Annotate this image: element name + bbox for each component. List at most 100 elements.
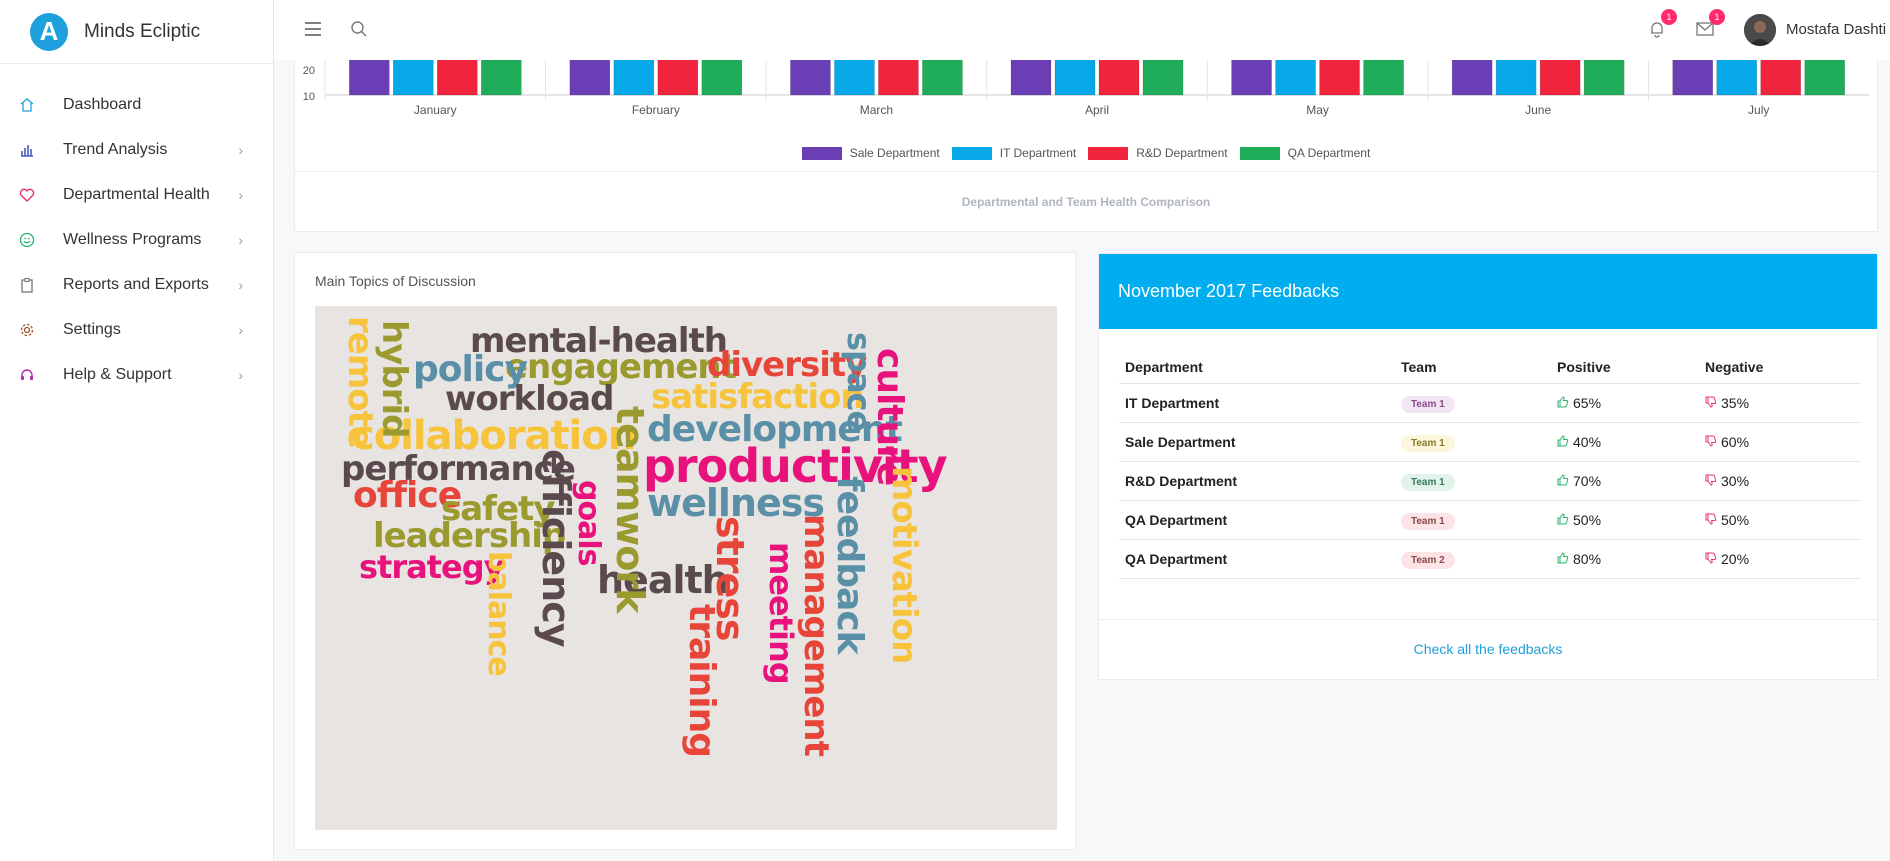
topics-card: Main Topics of Discussion mental-health e…: [294, 252, 1076, 850]
negative-value: 50%: [1721, 512, 1750, 528]
word-cloud-term: culture: [869, 348, 910, 486]
bar[interactable]: [349, 60, 390, 96]
divider: [1099, 619, 1877, 620]
bar[interactable]: [1054, 60, 1096, 96]
notifications-button[interactable]: 1: [1646, 9, 1677, 40]
word-cloud-term: remote: [340, 316, 380, 448]
x-tick-label: April: [1085, 103, 1109, 117]
bar[interactable]: [1098, 60, 1140, 96]
search-icon[interactable]: [348, 18, 370, 40]
topbar: 1 1 Mostafa Dashti: [274, 0, 1890, 60]
negative-value: 30%: [1721, 473, 1750, 489]
word-cloud-term: health: [597, 558, 729, 602]
bar[interactable]: [481, 60, 522, 96]
department-cell: Sale Department: [1119, 422, 1395, 462]
bar[interactable]: [1716, 60, 1757, 96]
bar[interactable]: [922, 60, 963, 96]
bar[interactable]: [1010, 60, 1052, 96]
bar[interactable]: [701, 60, 743, 96]
bar[interactable]: [613, 60, 655, 96]
legend-label: Sale Department: [849, 146, 940, 160]
bar[interactable]: [1231, 60, 1272, 96]
bar[interactable]: [1583, 60, 1625, 96]
bar[interactable]: [1804, 60, 1845, 96]
bar[interactable]: [1495, 60, 1537, 96]
x-tick-label: March: [860, 103, 893, 117]
negative-cell: 35%: [1699, 383, 1861, 423]
bar[interactable]: [1672, 60, 1713, 96]
legend-item[interactable]: IT Department: [951, 146, 1076, 160]
bar[interactable]: [1142, 60, 1184, 96]
positive-value: 80%: [1573, 551, 1602, 567]
bell-icon: [1651, 22, 1663, 38]
bar[interactable]: [878, 60, 919, 96]
sidebar-item-wellness-programs[interactable]: Wellness Programs ›: [0, 217, 273, 262]
sidebar-item-reports-and-exports[interactable]: Reports and Exports ›: [0, 262, 273, 307]
bar[interactable]: [437, 60, 478, 96]
word-cloud-term: goals: [571, 480, 606, 566]
negative-cell: 30%: [1699, 461, 1861, 501]
bar[interactable]: [1451, 60, 1493, 96]
department-cell: QA Department: [1119, 539, 1395, 579]
word-cloud-term: leadership: [373, 516, 566, 556]
bar[interactable]: [1363, 60, 1404, 96]
sidebar-item-trend-analysis[interactable]: Trend Analysis ›: [0, 127, 273, 172]
legend-label: QA Department: [1287, 146, 1371, 160]
legend-item[interactable]: QA Department: [1239, 146, 1371, 160]
bar[interactable]: [657, 60, 699, 96]
x-tick-label: May: [1306, 103, 1329, 117]
sidebar-item-help-support[interactable]: Help & Support ›: [0, 352, 273, 397]
sidebar-item-departmental-health[interactable]: Departmental Health ›: [0, 172, 273, 217]
bar[interactable]: [834, 60, 875, 96]
bar[interactable]: [1539, 60, 1581, 96]
word-cloud-term: teamwork: [608, 406, 652, 613]
x-tick-label: June: [1525, 103, 1551, 117]
bar[interactable]: [569, 60, 611, 96]
word-cloud-term: mental-health: [470, 321, 728, 361]
chevron-right-icon: ›: [238, 321, 243, 338]
team-cell: Team 1: [1395, 500, 1551, 540]
x-tick-label: January: [414, 103, 457, 117]
legend-item[interactable]: Sale Department: [801, 146, 940, 160]
heart-icon: [18, 186, 36, 204]
logo-icon: A: [30, 12, 68, 51]
check-all-feedbacks-link[interactable]: Check all the feedbacks: [1413, 641, 1563, 657]
team-badge: Team 2: [1401, 551, 1455, 569]
divider: [295, 171, 1877, 172]
thumbs-up-icon: [1557, 552, 1569, 567]
chevron-right-icon: ›: [238, 186, 243, 203]
bar[interactable]: [790, 60, 831, 96]
department-cell: R&D Department: [1119, 461, 1395, 501]
thumbs-down-icon: [1705, 474, 1717, 489]
brand[interactable]: A Minds Ecliptic: [0, 0, 273, 64]
column-header: Team: [1395, 353, 1551, 384]
column-header: Negative: [1699, 353, 1861, 384]
legend-item[interactable]: R&D Department: [1088, 146, 1228, 160]
positive-cell: 65%: [1551, 383, 1699, 423]
word-cloud-term: productivity: [643, 439, 948, 493]
bar[interactable]: [393, 60, 434, 96]
team-cell: Team 2: [1395, 539, 1551, 579]
user-name[interactable]: Mostafa Dashti: [1786, 21, 1887, 38]
sidebar-item-settings[interactable]: Settings ›: [0, 307, 273, 352]
word-cloud-term: efficiency: [534, 449, 578, 647]
messages-button[interactable]: 1: [1694, 9, 1725, 40]
bar[interactable]: [1319, 60, 1360, 96]
department-cell: IT Department: [1119, 383, 1395, 423]
avatar[interactable]: [1744, 14, 1776, 46]
thumbs-down-icon: [1705, 552, 1717, 567]
bar[interactable]: [1275, 60, 1316, 96]
thumbs-up-icon: [1557, 513, 1569, 528]
negative-cell: 50%: [1699, 500, 1861, 540]
sidebar-item-label: Dashboard: [63, 95, 142, 113]
sidebar: A Minds Ecliptic Dashboard Trend Analysi…: [0, 0, 274, 861]
thumbs-up-icon: [1557, 474, 1569, 489]
negative-value: 60%: [1721, 434, 1750, 450]
menu-icon[interactable]: [302, 18, 324, 40]
sidebar-item-dashboard[interactable]: Dashboard: [0, 82, 273, 127]
legend-swatch: [1239, 146, 1280, 160]
y-tick-label: 10: [303, 91, 315, 103]
home-icon: [18, 96, 36, 114]
table-row: IT Department Team 1 65% 35%: [1119, 383, 1861, 423]
bar[interactable]: [1760, 60, 1801, 96]
